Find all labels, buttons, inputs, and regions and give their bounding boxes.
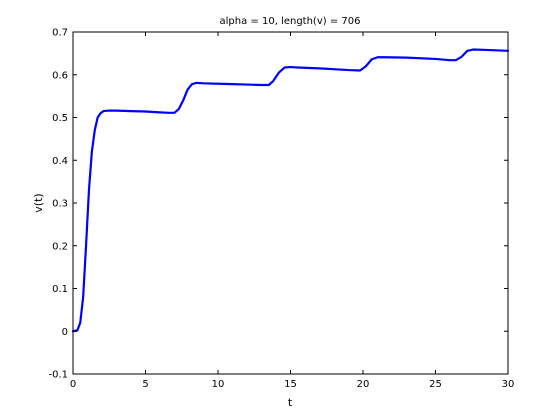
x-tick-label: 5 bbox=[142, 379, 148, 390]
chart-title: alpha = 10, length(v) = 706 bbox=[220, 16, 361, 27]
y-tick-label: 0.1 bbox=[52, 284, 68, 295]
x-tick-label: 10 bbox=[212, 379, 225, 390]
x-tick-label: 25 bbox=[429, 379, 442, 390]
x-axis-label: t bbox=[288, 396, 293, 409]
x-tick-label: 30 bbox=[502, 379, 515, 390]
y-tick-label: 0.2 bbox=[52, 241, 68, 252]
y-tick-label: 0.6 bbox=[52, 70, 68, 81]
data-layer bbox=[71, 48, 510, 333]
y-tick-label: 0.5 bbox=[52, 113, 68, 124]
y-tick-label: 0.7 bbox=[52, 28, 68, 39]
x-axis: 0 5 10 15 20 25 30 bbox=[70, 32, 515, 390]
x-tick-label: 0 bbox=[70, 379, 76, 390]
y-tick-label: 0.3 bbox=[52, 199, 68, 210]
y-axis-label: v(t) bbox=[32, 193, 45, 212]
y-tick-label: 0 bbox=[62, 327, 68, 338]
y-tick-label: -0.1 bbox=[48, 370, 68, 381]
plot-area bbox=[73, 32, 508, 374]
series-line-0 bbox=[71, 48, 510, 333]
y-tick-label: 0.4 bbox=[52, 156, 68, 167]
y-axis: -0.1 0 0.1 0.2 0.3 0.4 0.5 0.6 0.7 bbox=[48, 28, 508, 381]
x-tick-label: 15 bbox=[284, 379, 297, 390]
x-tick-label: 20 bbox=[357, 379, 370, 390]
